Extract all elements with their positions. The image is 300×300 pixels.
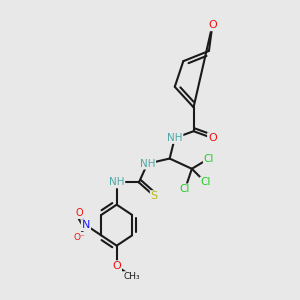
- Text: S: S: [151, 191, 158, 201]
- Text: CH₃: CH₃: [124, 272, 140, 281]
- Text: N: N: [82, 220, 90, 230]
- Text: O: O: [112, 261, 121, 271]
- Text: O: O: [208, 133, 217, 143]
- Text: O: O: [75, 208, 83, 218]
- Text: Cl: Cl: [180, 184, 190, 194]
- Text: O: O: [208, 20, 217, 30]
- Text: Cl: Cl: [200, 178, 211, 188]
- Text: NH: NH: [167, 133, 182, 143]
- Text: NH: NH: [140, 159, 155, 169]
- Text: NH: NH: [109, 178, 124, 188]
- Text: Cl: Cl: [204, 154, 214, 164]
- Text: O⁻: O⁻: [73, 232, 85, 242]
